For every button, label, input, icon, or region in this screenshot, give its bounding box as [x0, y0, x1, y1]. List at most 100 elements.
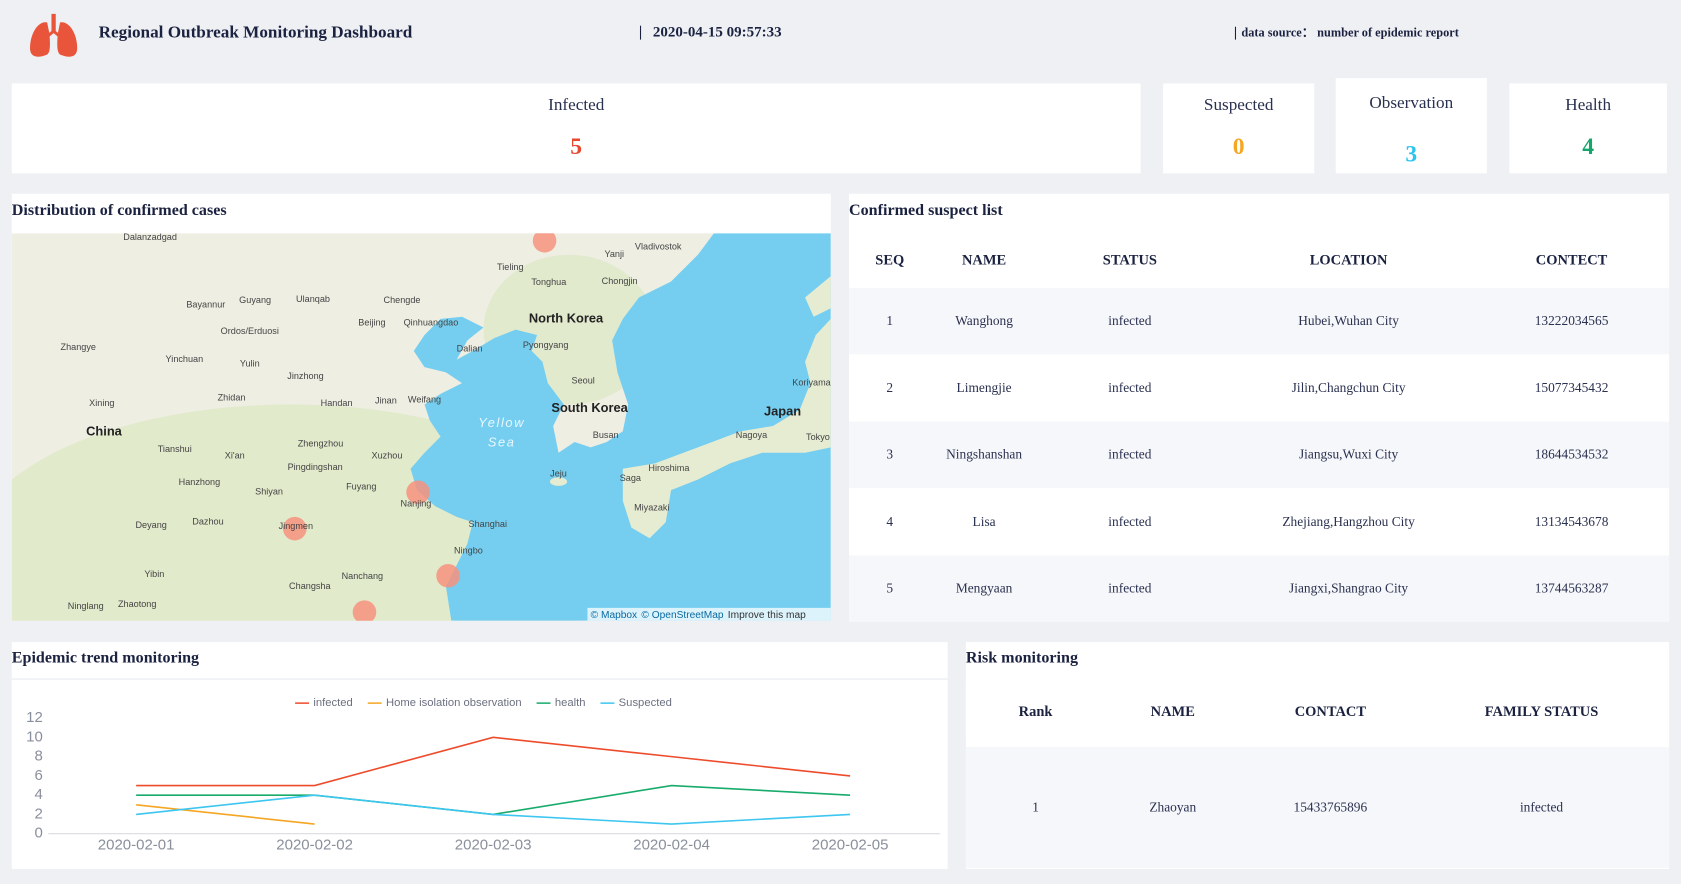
panel-title: Distribution of confirmed cases	[11, 202, 227, 220]
table-header-bg	[965, 684, 1670, 739]
map-label: Handan	[321, 398, 353, 408]
case-marker	[532, 233, 557, 253]
panel-title: Risk monitoring	[965, 649, 1079, 667]
map-label: Tokyo	[806, 432, 830, 442]
y-tick-label: 12	[26, 709, 43, 726]
map-label: Zhidan	[218, 393, 246, 403]
legend-item: health	[536, 697, 585, 709]
stat-value: 5	[570, 132, 583, 160]
stat-label: Infected	[548, 96, 605, 115]
map-label: Xuzhou	[372, 450, 403, 460]
data-source-value: number of epidemic report	[1317, 26, 1459, 40]
map-label: Deyang	[135, 520, 166, 530]
map-label: Fuyang	[346, 481, 376, 491]
table-row	[965, 746, 1670, 868]
map-label: Tianshui	[158, 444, 192, 454]
column-header: Rank	[1018, 703, 1053, 720]
table-row	[849, 555, 1670, 622]
map-label: Beijing	[358, 318, 385, 328]
trend-panel: Epidemic trend monitoring 0 2 4 6 8 10 12 2020-…	[11, 642, 948, 870]
y-tick-label: 10	[26, 728, 43, 745]
divider	[11, 678, 948, 680]
map-label: Ordos/Erduosi	[221, 326, 279, 336]
data-source: data source： number of epidemic report	[1234, 26, 1459, 40]
x-tick-label: 2020-02-03	[455, 836, 532, 853]
map-label: Jinan	[375, 396, 397, 406]
table-cell: Jilin,Changchun City	[1291, 380, 1406, 396]
table-cell: Lisa	[972, 513, 996, 529]
attribution: Improve this map	[728, 610, 806, 621]
stat-card: Observation 3	[1335, 78, 1487, 174]
column-header: LOCATION	[1309, 251, 1388, 268]
attribution: © Mapbox	[591, 610, 637, 621]
series-line	[136, 794, 851, 825]
stat-label: Suspected	[1203, 96, 1274, 115]
table-cell: infected	[1108, 313, 1152, 329]
map-label: Hiroshima	[648, 463, 690, 473]
timestamp: 2020-04-15 09:57:33	[639, 25, 782, 40]
stat-value: 3	[1405, 140, 1418, 167]
map-label: North Korea	[529, 310, 604, 325]
table-cell: 18644534532	[1534, 447, 1609, 463]
map-label: Shiyan	[255, 487, 283, 497]
map-label: Seoul	[572, 375, 595, 385]
map-label: Ningbo	[454, 546, 483, 556]
map-label: Jingmen	[279, 521, 313, 531]
table-cell: Zhaoyan	[1149, 799, 1197, 815]
stat-value: 4	[1582, 132, 1595, 160]
case-marker	[406, 480, 430, 505]
attribution-bg	[587, 607, 831, 621]
table-cell: 5	[886, 580, 894, 596]
map-label: Nanchang	[342, 571, 384, 581]
series-line	[136, 784, 851, 816]
stat-value: 0	[1232, 132, 1245, 160]
map-label: Dazhou	[192, 517, 223, 527]
column-header: SEQ	[875, 251, 905, 268]
panel-title: Epidemic trend monitoring	[11, 649, 200, 667]
x-tick-label: 2020-02-04	[633, 836, 710, 853]
map-label: Saga	[620, 473, 642, 483]
risk-panel: Risk monitoring Rank NAME CONTACT FAMILY ST…	[965, 642, 1670, 870]
map: Dalanzadgad Tieling Yanji Vladivostok Tonghu…	[11, 233, 831, 621]
map-label: Zhaotong	[118, 599, 156, 609]
table-cell: infected	[1108, 580, 1152, 596]
map-label: Yibin	[144, 569, 164, 579]
map-label: Xining	[89, 398, 114, 408]
map-label: Qinhuangdao	[404, 318, 459, 328]
map-label: Ninglang	[68, 601, 104, 611]
map-label: Nagoya	[736, 430, 768, 440]
column-header: STATUS	[1102, 251, 1157, 268]
map-label: Yulin	[240, 358, 260, 368]
map-label: Tieling	[497, 262, 523, 272]
column-header: NAME	[961, 251, 1007, 268]
x-tick-label: 2020-02-02	[276, 836, 353, 853]
map-label: Bayannur	[186, 299, 225, 309]
legend-label: infected	[313, 697, 352, 709]
column-header: CONTECT	[1535, 251, 1608, 268]
column-header: FAMILY STATUS	[1484, 703, 1599, 720]
table-cell: Ningshanshan	[946, 447, 1023, 463]
table-cell: 1	[886, 313, 894, 329]
case-marker	[436, 563, 460, 588]
case-marker	[352, 600, 377, 621]
table-cell: Wanghong	[955, 313, 1013, 329]
map-label: Weifang	[408, 395, 441, 405]
legend-item: infected	[295, 697, 353, 709]
map-label: Jeju	[550, 469, 567, 479]
table-cell: 13744563287	[1534, 580, 1609, 596]
y-tick-label: 2	[35, 805, 43, 822]
map-label: Xi'an	[225, 450, 245, 460]
stat-label: Observation	[1369, 94, 1454, 113]
table-cell: 1	[1032, 799, 1039, 815]
map-label: Pyongyang	[523, 340, 569, 350]
table-row	[849, 488, 1670, 555]
x-tick-label: 2020-02-05	[812, 836, 889, 853]
map-label: Dalian	[457, 343, 483, 353]
column-header: NAME	[1150, 703, 1195, 720]
map-label: Tonghua	[531, 277, 567, 287]
map-label: Changsha	[289, 581, 331, 591]
series-line	[136, 736, 851, 787]
map-label: Shanghai	[469, 519, 507, 529]
